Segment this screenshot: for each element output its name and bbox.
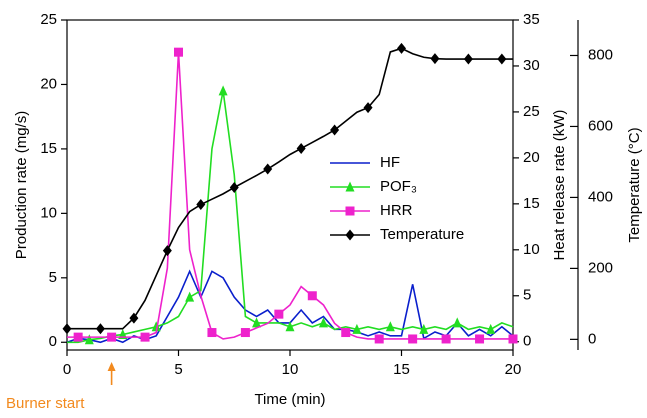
- marker: [162, 245, 172, 257]
- y2-tick-label: 15: [523, 195, 540, 212]
- marker: [252, 317, 262, 328]
- y3-tick-label: 800: [588, 46, 613, 63]
- marker: [330, 124, 340, 136]
- marker: [174, 47, 183, 57]
- y-tick-label: 20: [40, 75, 57, 92]
- y2-tick-label: 0: [523, 333, 531, 350]
- marker: [441, 334, 451, 344]
- marker: [207, 328, 217, 338]
- marker: [274, 309, 284, 319]
- y2-tick-label: 30: [523, 57, 540, 74]
- marker: [352, 323, 362, 334]
- y2-tick-label: 35: [523, 11, 540, 28]
- y3-tick-label: 600: [588, 117, 613, 134]
- annotation-arrowhead: [107, 362, 116, 371]
- legend-label: Temperature: [380, 226, 464, 243]
- y-tick-label: 0: [49, 333, 57, 350]
- marker: [107, 332, 117, 342]
- marker: [345, 181, 355, 192]
- marker: [363, 102, 373, 114]
- marker: [397, 42, 406, 54]
- y2-tick-label: 20: [523, 149, 540, 166]
- marker: [508, 334, 518, 344]
- legend-label: POF₃: [380, 178, 417, 195]
- x-axis-title: Time (min): [254, 391, 325, 408]
- y2-tick-label: 5: [523, 287, 531, 304]
- y-tick-label: 5: [49, 269, 57, 286]
- marker: [151, 321, 161, 332]
- y3-tick-label: 0: [588, 330, 596, 347]
- marker: [419, 323, 429, 334]
- x-tick-label: 0: [63, 361, 71, 378]
- x-tick-label: 20: [505, 361, 522, 378]
- x-tick-label: 15: [393, 361, 410, 378]
- marker: [240, 328, 250, 338]
- y-tick-label: 25: [40, 11, 57, 28]
- x-tick-label: 10: [282, 361, 299, 378]
- y2-tick-label: 25: [523, 103, 540, 120]
- plot-frame: [66, 19, 514, 351]
- marker: [345, 206, 355, 216]
- marker: [263, 163, 273, 175]
- y3-axis-title: Temperature (°C): [626, 127, 643, 242]
- marker: [318, 317, 328, 328]
- y-tick-label: 15: [40, 140, 57, 157]
- legend-label: HF: [380, 154, 400, 171]
- y-tick-label: 10: [40, 204, 57, 221]
- annotation-text: Burner start: [6, 395, 85, 412]
- marker: [73, 332, 83, 342]
- marker: [430, 53, 440, 65]
- y-axis-title: Production rate (mg/s): [13, 111, 30, 259]
- legend-label: HRR: [380, 202, 413, 219]
- marker: [452, 317, 462, 328]
- marker: [285, 321, 295, 332]
- marker: [84, 334, 94, 345]
- marker: [341, 328, 351, 338]
- y2-axis-title: Heat release rate (kW): [551, 110, 568, 261]
- marker: [62, 323, 72, 335]
- marker: [129, 312, 139, 324]
- x-tick-label: 5: [174, 361, 182, 378]
- y2-tick-label: 10: [523, 241, 540, 258]
- series-line: [67, 47, 513, 330]
- marker: [218, 85, 228, 96]
- marker: [497, 53, 507, 65]
- marker: [196, 199, 206, 211]
- marker: [296, 142, 306, 154]
- marker: [475, 334, 485, 344]
- marker: [185, 291, 195, 302]
- marker: [95, 323, 105, 335]
- marker: [408, 334, 418, 344]
- marker: [486, 323, 496, 334]
- marker: [374, 334, 384, 344]
- marker: [385, 321, 395, 332]
- marker: [307, 291, 317, 301]
- marker: [229, 181, 239, 193]
- series-line: [67, 52, 513, 340]
- y3-tick-label: 400: [588, 188, 613, 205]
- marker: [345, 229, 355, 241]
- y3-tick-label: 200: [588, 259, 613, 276]
- marker: [463, 53, 473, 65]
- marker: [140, 332, 150, 342]
